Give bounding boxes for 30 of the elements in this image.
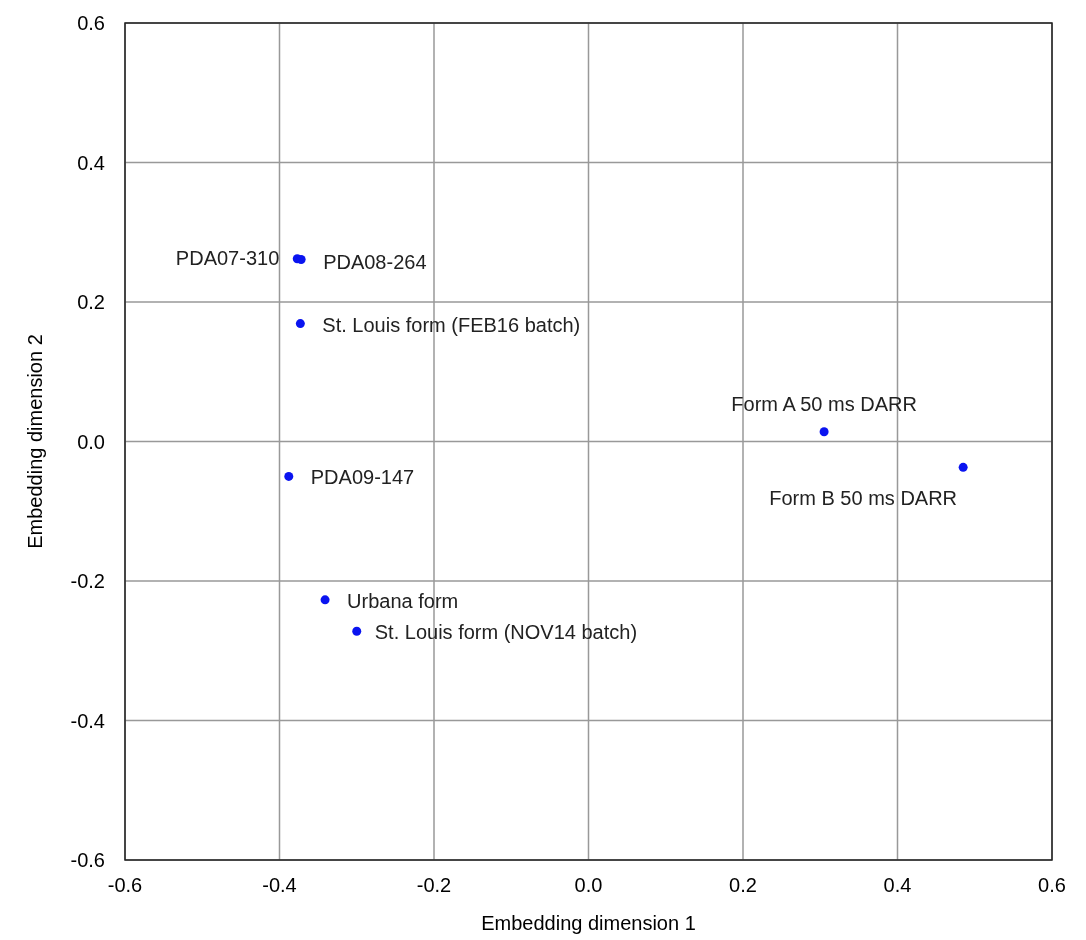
point (320, 595, 330, 605)
annotation: Form A 50 ms DARR (731, 392, 917, 415)
y-tick-label: -0.2 (70, 570, 105, 592)
annotation: PDA08-264 (323, 251, 427, 274)
y-axis-title: Embedding dimension 2 (24, 334, 46, 549)
x-axis-title: Embedding dimension 1 (481, 912, 696, 934)
x-tick-label: -0.2 (416, 874, 452, 896)
annotation: St. Louis form (FEB16 batch) (322, 313, 581, 336)
point (819, 427, 829, 437)
point (284, 471, 294, 481)
y-tick-label: 0.6 (77, 12, 105, 34)
y-tick-label: -0.4 (70, 709, 105, 732)
x-tick-label: -0.6 (107, 874, 143, 896)
point (352, 626, 362, 636)
point (295, 319, 305, 329)
x-tick-label: 0.2 (729, 874, 757, 896)
x-tick-label: 0.4 (883, 874, 912, 896)
annotation: St. Louis form (NOV14 batch) (374, 621, 638, 644)
x-tick-label: 0.6 (1038, 874, 1066, 896)
y-tick-label: 0.4 (77, 151, 105, 174)
y-tick-label: 0.0 (77, 430, 105, 453)
annotation: PDA09-147 (310, 466, 415, 489)
annotation: PDA07-310 (175, 246, 280, 269)
y-tick-label: -0.6 (70, 849, 105, 871)
annotation: Urbana form (347, 589, 459, 612)
x-tick-label: 0.0 (574, 874, 603, 896)
y-tick-label: 0.2 (77, 291, 105, 313)
x-tick-label: -0.4 (262, 874, 297, 896)
point (958, 462, 968, 472)
annotation: Form B 50 ms DARR (769, 487, 958, 510)
